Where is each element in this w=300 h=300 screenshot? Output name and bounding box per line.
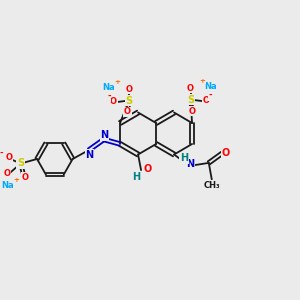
Text: S: S xyxy=(125,95,133,106)
Text: H: H xyxy=(180,153,188,164)
Text: -: - xyxy=(107,92,111,101)
Text: O: O xyxy=(125,85,133,94)
Text: N: N xyxy=(100,130,108,140)
Text: S: S xyxy=(187,94,194,105)
Text: O: O xyxy=(110,97,117,106)
Text: S: S xyxy=(17,158,24,169)
Text: O: O xyxy=(5,153,12,162)
Text: Na: Na xyxy=(103,82,115,91)
Text: CH₃: CH₃ xyxy=(203,181,220,190)
Text: +: + xyxy=(200,78,206,84)
Text: H: H xyxy=(132,172,140,182)
Text: O: O xyxy=(202,96,209,105)
Text: +: + xyxy=(13,177,19,183)
Text: O: O xyxy=(222,148,230,158)
Text: -: - xyxy=(209,91,213,100)
Text: -: - xyxy=(0,149,3,158)
Text: O: O xyxy=(124,107,131,116)
Text: N: N xyxy=(186,159,194,170)
Text: O: O xyxy=(187,84,194,93)
Text: O: O xyxy=(22,173,29,182)
Text: O: O xyxy=(3,169,10,178)
Text: N: N xyxy=(85,149,94,160)
Text: O: O xyxy=(189,106,196,116)
Text: +: + xyxy=(114,79,120,85)
Text: Na: Na xyxy=(204,82,217,91)
Text: O: O xyxy=(143,164,152,174)
Text: Na: Na xyxy=(1,181,14,190)
